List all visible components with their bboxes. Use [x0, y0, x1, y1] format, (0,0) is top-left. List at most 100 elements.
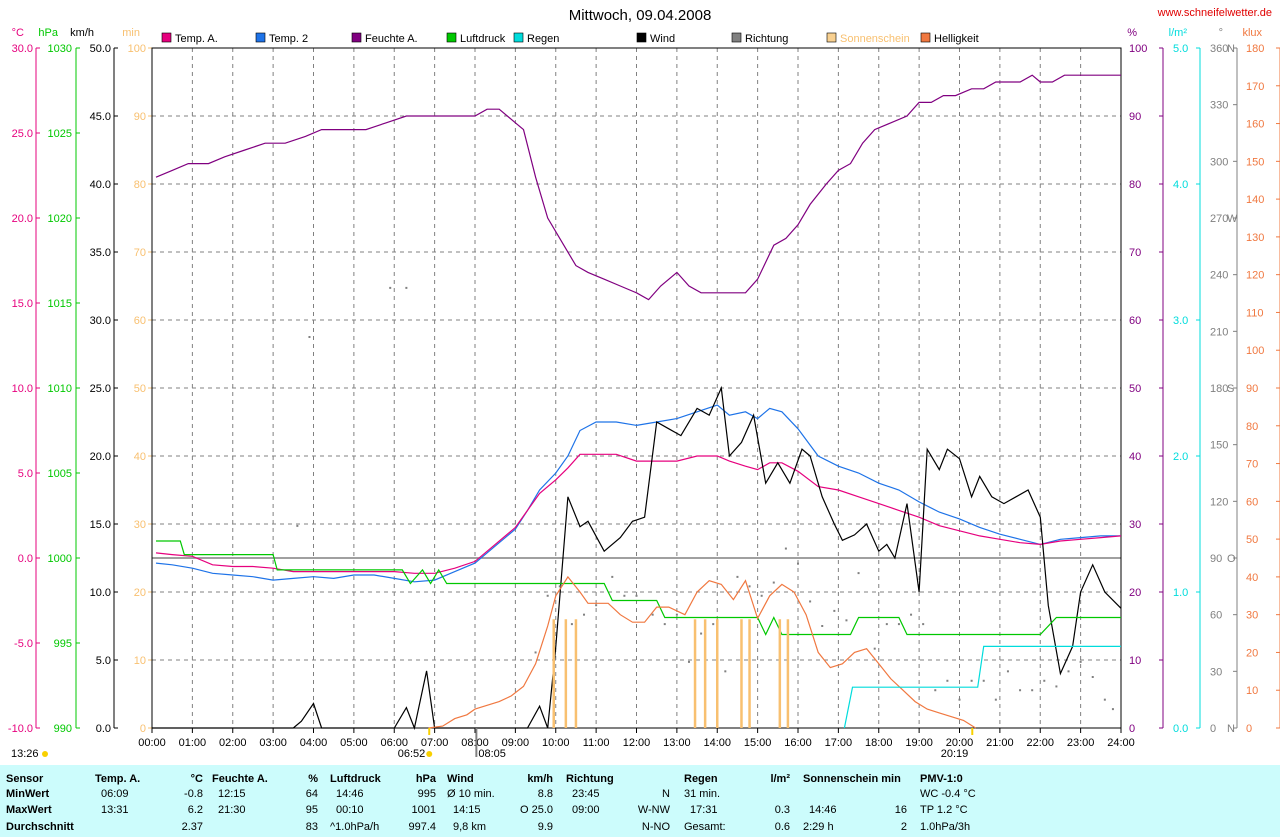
legend-label-1: Temp. 2 — [269, 33, 308, 45]
unit-temp: °C — [12, 27, 24, 39]
axis-label-rain-1: 1.0 — [1173, 587, 1188, 599]
axis-label-light-3: 30 — [1246, 610, 1258, 622]
rain-header: Regen — [684, 773, 718, 785]
axis-label-temp-2: 0.0 — [18, 553, 33, 565]
axes: -10.0 -5.0 0.0 5.0 10.0 15.0 20.0 25.0 30.0 990 99… — [8, 43, 1280, 735]
website-link[interactable]: www.schneifelwetter.de — [1157, 7, 1272, 19]
series-line-helligkeit — [428, 575, 976, 729]
x-label-3: 03:00 — [259, 737, 287, 749]
axis-label-light-10: 100 — [1246, 345, 1264, 357]
axis-label-wind-6: 30.0 — [90, 315, 111, 327]
axis-label-light-15: 150 — [1246, 156, 1264, 168]
axis-label-rain-0: 0.0 — [1173, 723, 1188, 735]
time-markers: 13:26 06:52 20:19 08:05 — [11, 728, 974, 760]
wind-header: Wind — [447, 773, 474, 785]
unit-rain: l/m² — [1169, 27, 1188, 39]
direction-point-28 — [833, 609, 836, 612]
rain-duration: 31 min. — [684, 788, 721, 800]
wind-avg-value: 8.8 — [537, 788, 553, 800]
direction-point-33 — [897, 623, 900, 626]
weather-chart: Mittwoch, 09.04.2008 www.schneifelwetter… — [8, 7, 1280, 760]
axis-label-sun-1: 10 — [134, 655, 146, 667]
x-label-1: 01:00 — [179, 737, 207, 749]
direction-point-14 — [663, 623, 666, 626]
temp-unit: °C — [190, 773, 203, 785]
temp-average: 2.37 — [181, 821, 203, 833]
x-label-4: 04:00 — [300, 737, 328, 749]
axis-label-direction-3: 90 — [1210, 553, 1222, 565]
direction-point-48 — [1079, 660, 1082, 663]
stats-wind: Wind km/h Ø 10 min. 8.8 14:15 O 25.0 9,8… — [447, 765, 553, 837]
direction-point-12 — [635, 594, 638, 597]
direction-point-41 — [994, 698, 997, 701]
direction-point-30 — [857, 572, 860, 575]
direction-point-42 — [1006, 670, 1009, 673]
legend-swatch-0 — [161, 32, 172, 43]
legend-label-4: Regen — [527, 33, 559, 45]
axis-label-direction-10: 300 — [1210, 156, 1228, 168]
row-label-avg: Durchschnitt — [6, 821, 74, 833]
axis-label-pressure-6: 1020 — [48, 213, 72, 225]
direction-point-21 — [748, 585, 751, 588]
rain-max-value: 0.3 — [774, 804, 790, 816]
x-label-10: 10:00 — [542, 737, 570, 749]
direction-point-24 — [784, 547, 787, 550]
legend-swatch-8 — [920, 32, 931, 43]
x-label-12: 12:00 — [623, 737, 651, 749]
axis-label-sun-5: 50 — [134, 383, 146, 395]
axis-label-wind-8: 40.0 — [90, 179, 111, 191]
press-min-time: 14:46 — [336, 788, 364, 800]
x-label-18: 18:00 — [865, 737, 893, 749]
rain-max-time: 17:31 — [690, 804, 718, 816]
direction-point-3 — [405, 286, 408, 289]
x-label-19: 19:00 — [905, 737, 933, 749]
axis-label-direction-12: 360 — [1210, 43, 1228, 55]
legend-swatch-1 — [255, 32, 266, 43]
compass-N: N — [1227, 723, 1235, 735]
legend-label-8: Helligkeit — [934, 33, 979, 45]
axis-label-wind-9: 45.0 — [90, 111, 111, 123]
axis-units: °C hPa km/h min% l/m² ° klux — [12, 27, 1263, 39]
x-label-6: 06:00 — [380, 737, 408, 749]
pmv-dewpoint: TP 1.2 °C — [920, 804, 968, 816]
dir-r2-time: 09:00 — [572, 804, 600, 816]
plot-area — [152, 74, 1122, 731]
direction-point-5 — [546, 594, 549, 597]
axis-label-humidity-0: 0 — [1129, 723, 1135, 735]
x-label-17: 17:00 — [825, 737, 853, 749]
row-label-sensor: Sensor — [6, 773, 44, 785]
direction-point-49 — [1091, 676, 1094, 678]
direction-point-9 — [595, 604, 598, 607]
axis-label-light-5: 50 — [1246, 534, 1258, 546]
direction-point-8 — [583, 613, 586, 616]
unit-wind: km/h — [70, 27, 94, 39]
legend-label-3: Luftdruck — [460, 33, 506, 45]
axis-label-sun-7: 70 — [134, 247, 146, 259]
axis-label-direction-6: 180 — [1210, 383, 1228, 395]
direction-point-51 — [1111, 708, 1114, 711]
stats-rain: Regen l/m² 31 min. 17:31 0.3 Gesamt: 0.6 — [684, 765, 790, 837]
unit-sun: min — [122, 27, 140, 39]
sunset-time: 20:19 — [941, 748, 969, 760]
sun-total-hours: 2:29 h — [803, 821, 834, 833]
axis-label-rain-5: 5.0 — [1173, 43, 1188, 55]
axis-label-humidity-1: 10 — [1129, 655, 1141, 667]
direction-point-15 — [675, 613, 678, 616]
chart-title: Mittwoch, 09.04.2008 — [569, 7, 712, 24]
x-label-20: 20:00 — [946, 737, 974, 749]
axis-label-wind-0: 0.0 — [96, 723, 111, 735]
hum-min-value: 64 — [305, 788, 318, 800]
direction-point-18 — [712, 623, 715, 626]
direction-point-46 — [1055, 685, 1058, 688]
direction-point-13 — [651, 613, 654, 616]
stats-sunshine: Sonnenschein min 14:46 16 2:29 h 2 — [803, 765, 907, 837]
axis-label-humidity-9: 90 — [1129, 111, 1141, 123]
row-label-min: MinWert — [6, 788, 50, 800]
axis-label-pressure-4: 1010 — [48, 383, 72, 395]
axis-label-direction-4: 120 — [1210, 496, 1228, 508]
axis-label-temp-0: -10.0 — [8, 723, 33, 735]
axis-label-rain-3: 3.0 — [1173, 315, 1188, 327]
x-label-11: 11:00 — [583, 737, 610, 749]
axis-label-direction-8: 240 — [1210, 270, 1228, 282]
direction-point-6 — [558, 585, 561, 588]
